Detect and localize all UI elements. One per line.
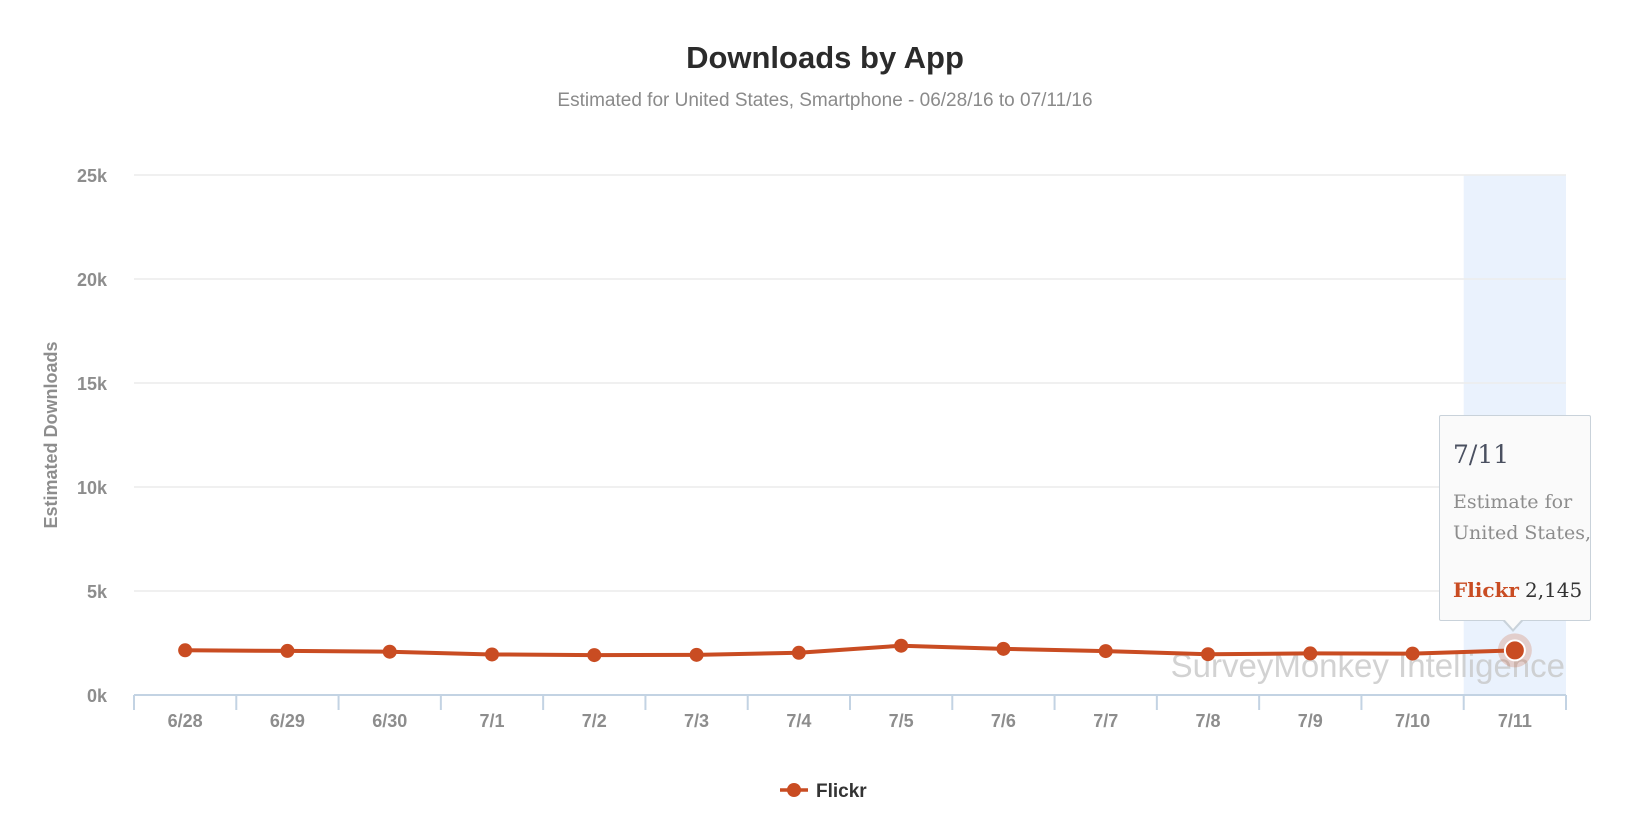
x-tick-label: 7/11 (1498, 711, 1532, 731)
chart-subtitle: Estimated for United States, Smartphone … (557, 90, 1093, 111)
data-point[interactable] (178, 643, 193, 658)
data-point[interactable] (1098, 644, 1113, 659)
x-tick-label: 7/4 (786, 711, 811, 731)
data-point[interactable] (791, 645, 806, 660)
x-tick-label: 6/30 (372, 711, 407, 731)
tooltip-value: 2,145 (1524, 578, 1583, 602)
y-tick-label: 10k (77, 478, 108, 498)
x-tick-label: 7/5 (889, 711, 914, 731)
chart-title: Downloads by App (686, 40, 964, 75)
tooltip: 7/11 Estimate for United States, Smartph… (1439, 415, 1591, 621)
tooltip-date: 7/11 (1453, 440, 1510, 469)
x-tick-label: 7/6 (991, 711, 1016, 731)
y-tick-label: 0k (87, 686, 108, 706)
data-point[interactable] (894, 638, 909, 653)
data-point[interactable] (1503, 639, 1526, 662)
y-tick-label: 20k (77, 270, 108, 290)
data-point[interactable] (485, 647, 499, 662)
data-point[interactable] (996, 641, 1011, 656)
y-tick-label: 5k (87, 582, 108, 602)
y-tick-label: 15k (77, 374, 108, 394)
data-point[interactable] (280, 643, 295, 658)
x-tick-label: 7/10 (1395, 711, 1430, 731)
tooltip-pointer-fill (1504, 619, 1522, 629)
x-tick-label: 6/28 (168, 711, 203, 731)
y-tick-label: 25k (77, 166, 108, 186)
x-tick-label: 7/8 (1195, 711, 1220, 731)
x-tick-label: 7/9 (1298, 711, 1323, 731)
data-point[interactable] (1201, 647, 1215, 662)
tooltip-series-name: Flickr (1453, 578, 1519, 602)
y-axis-label: Estimated Downloads (41, 341, 61, 528)
tooltip-description-line2: United States, Smartphone (1453, 522, 1591, 544)
x-tick-label: 7/1 (479, 711, 504, 731)
x-tick-label: 7/7 (1093, 711, 1118, 731)
x-tick-label: 7/3 (684, 711, 709, 731)
legend[interactable]: Flickr (780, 781, 867, 802)
data-point[interactable] (689, 647, 704, 662)
series-line (185, 643, 1515, 658)
x-tick-label: 7/2 (582, 711, 607, 731)
tooltip-series-row: Flickr 2,145 (1453, 578, 1582, 602)
data-point[interactable] (1303, 646, 1318, 661)
x-tick-label: 6/29 (270, 711, 305, 731)
data-point[interactable] (1405, 646, 1420, 661)
legend-marker-icon (787, 783, 801, 797)
data-point[interactable] (382, 644, 397, 659)
legend-item-label: Flickr (816, 781, 867, 802)
tooltip-description-line1: Estimate for (1453, 491, 1573, 513)
data-point[interactable] (587, 648, 602, 663)
